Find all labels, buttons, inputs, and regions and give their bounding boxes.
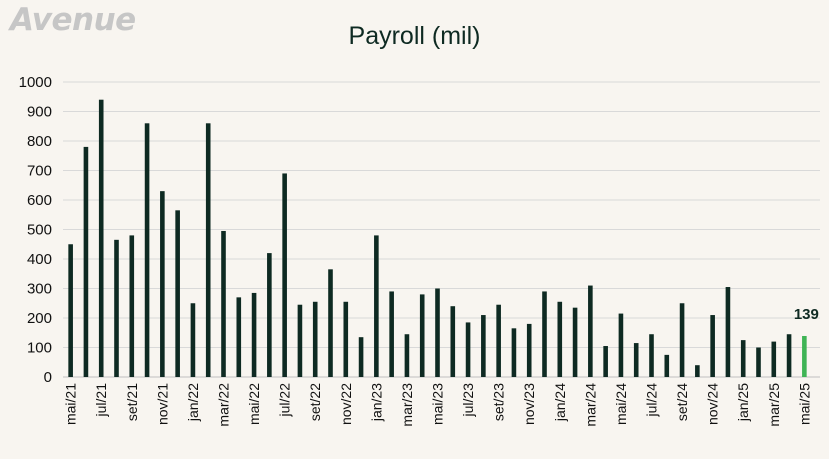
x-tick-label: mai/23 bbox=[430, 383, 446, 425]
bar bbox=[358, 337, 364, 377]
y-tick-label: 200 bbox=[27, 310, 52, 327]
x-tick-label: set/24 bbox=[674, 383, 690, 421]
x-tick-label: nov/23 bbox=[521, 383, 537, 425]
x-tick-label: mai/24 bbox=[613, 383, 629, 425]
bar bbox=[374, 235, 379, 377]
bar bbox=[695, 365, 700, 377]
x-tick-label: jan/22 bbox=[185, 383, 201, 422]
y-tick-label: 400 bbox=[27, 251, 52, 268]
bar bbox=[511, 328, 517, 377]
y-tick-label: 300 bbox=[27, 281, 52, 298]
bar bbox=[526, 323, 532, 377]
bar bbox=[160, 191, 165, 377]
x-tick-label: mai/21 bbox=[63, 383, 79, 425]
data-label: 139 bbox=[794, 306, 819, 323]
x-tick-label: jan/24 bbox=[552, 383, 568, 422]
bar bbox=[236, 297, 242, 377]
bar bbox=[312, 301, 318, 377]
y-tick-label: 500 bbox=[27, 222, 52, 239]
y-tick-label: 1000 bbox=[19, 74, 52, 91]
bar bbox=[114, 239, 119, 377]
bar bbox=[481, 315, 486, 377]
chart-title: Payroll (mil) bbox=[348, 22, 481, 50]
x-tick-label: mai/22 bbox=[246, 383, 262, 425]
x-tick-label: mar/25 bbox=[766, 383, 782, 427]
bar bbox=[83, 146, 89, 377]
bar bbox=[679, 303, 685, 377]
x-tick-label: nov/21 bbox=[154, 383, 170, 425]
bar bbox=[129, 235, 135, 377]
bar bbox=[664, 354, 670, 377]
bar bbox=[221, 230, 226, 377]
bar bbox=[343, 301, 349, 377]
bar bbox=[725, 287, 731, 377]
y-tick-label: 800 bbox=[27, 133, 52, 150]
x-tick-label: mar/24 bbox=[582, 383, 598, 427]
x-tick-label: mar/23 bbox=[399, 383, 415, 427]
x-tick-label: jul/24 bbox=[644, 383, 660, 418]
bar bbox=[450, 306, 456, 377]
x-tick-label: nov/22 bbox=[338, 383, 354, 425]
bar bbox=[633, 343, 639, 377]
bar bbox=[267, 253, 272, 377]
bar bbox=[205, 123, 211, 377]
bar bbox=[496, 304, 501, 377]
y-tick-label: 100 bbox=[27, 340, 52, 357]
avenue-logo: Avenue bbox=[10, 2, 136, 38]
bar bbox=[557, 301, 563, 377]
bar bbox=[649, 334, 654, 377]
bar bbox=[572, 307, 578, 377]
bar bbox=[328, 269, 333, 377]
bar bbox=[588, 285, 593, 377]
bar bbox=[175, 210, 180, 377]
bar bbox=[251, 292, 257, 377]
y-tick-label: 600 bbox=[27, 192, 52, 209]
bar bbox=[603, 346, 608, 377]
bar bbox=[190, 303, 196, 377]
bar bbox=[756, 347, 761, 377]
x-tick-label: jul/23 bbox=[460, 383, 476, 418]
bar bbox=[802, 335, 807, 377]
bar bbox=[389, 291, 394, 377]
bar bbox=[786, 334, 792, 377]
x-tick-label: set/23 bbox=[491, 383, 507, 421]
x-tick-label: jul/22 bbox=[277, 383, 293, 418]
x-tick-label: set/21 bbox=[124, 383, 140, 421]
y-tick-label: 0 bbox=[44, 369, 52, 386]
y-tick-label: 900 bbox=[27, 104, 52, 121]
bar bbox=[740, 340, 746, 377]
bar bbox=[419, 294, 425, 377]
bar bbox=[710, 315, 715, 377]
bar bbox=[297, 304, 303, 377]
bar bbox=[542, 291, 547, 377]
x-tick-label: jan/25 bbox=[735, 383, 751, 422]
x-tick-label: nov/24 bbox=[705, 383, 721, 425]
y-tick-label: 700 bbox=[27, 163, 52, 180]
x-tick-label: mar/22 bbox=[216, 383, 232, 427]
x-tick-label: set/22 bbox=[307, 383, 323, 421]
x-tick-label: jul/21 bbox=[93, 383, 109, 418]
bar bbox=[435, 288, 440, 377]
bar bbox=[144, 123, 150, 377]
bar bbox=[465, 322, 471, 377]
bar bbox=[618, 313, 624, 377]
bar bbox=[404, 334, 410, 377]
bar bbox=[98, 99, 104, 377]
x-tick-label: jan/23 bbox=[368, 383, 384, 422]
bar bbox=[68, 244, 73, 377]
x-tick-label: mai/25 bbox=[796, 383, 812, 425]
bar bbox=[771, 341, 777, 377]
bar bbox=[282, 173, 287, 377]
